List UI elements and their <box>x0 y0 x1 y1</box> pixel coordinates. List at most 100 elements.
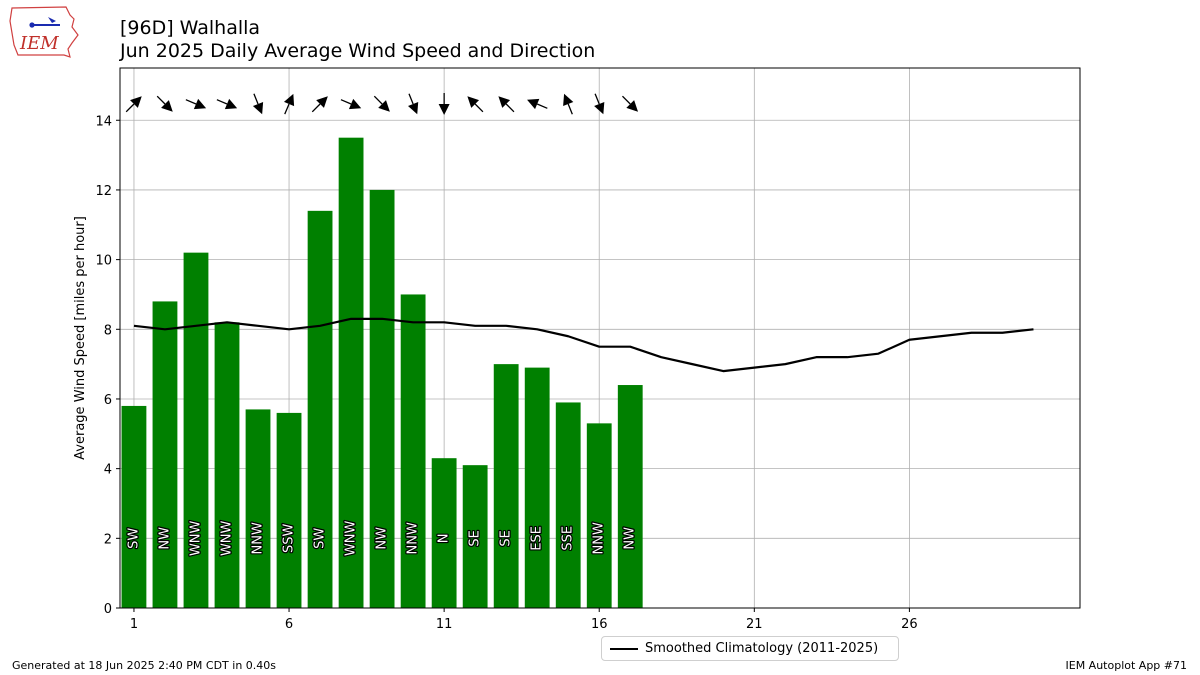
wind-direction-arrow <box>283 93 295 115</box>
wind-speed-bar <box>276 412 302 608</box>
chart-title-station: [96D] Walhalla <box>120 17 261 39</box>
arrow-shaft <box>505 103 515 113</box>
arrow-head <box>378 100 390 112</box>
wind-direction-arrow <box>373 95 390 112</box>
iem-logo: IEM <box>9 6 79 58</box>
direction-label: SW <box>313 528 328 549</box>
generated-footer: Generated at 18 Jun 2025 2:40 PM CDT in … <box>12 659 277 672</box>
wind-speed-bar <box>493 364 519 608</box>
direction-label: WNW <box>220 520 235 556</box>
arrow-head <box>626 100 639 112</box>
direction-label: NW <box>375 527 390 550</box>
wind-speed-bar <box>121 405 147 608</box>
x-tick-label: 11 <box>436 617 453 632</box>
direction-label-layer: SW NW WNW WNW NNW SSW SW WNW NW NNW N SE SE ESE SSE NNW… <box>125 519 639 557</box>
y-tick-label: 4 <box>104 463 112 478</box>
arrow-head <box>498 96 511 108</box>
wind-direction-arrow <box>156 95 173 112</box>
direction-label: NNW <box>406 522 421 554</box>
legend-label: Smoothed Climatology (2011-2025) <box>645 641 879 656</box>
arrow-head <box>252 101 264 115</box>
wind-speed-bar <box>152 301 178 608</box>
arrow-head <box>283 93 295 107</box>
arrow-shaft <box>253 93 259 105</box>
direction-label: NW <box>623 527 638 550</box>
wind-speed-bar <box>214 322 240 608</box>
wind-speed-bar <box>586 423 612 608</box>
x-tick-label: 1 <box>130 617 138 632</box>
plot-frame <box>119 67 1081 609</box>
arrow-shaft <box>622 95 631 105</box>
direction-label: SE <box>468 530 483 546</box>
arrow-head <box>408 101 419 115</box>
arrow-shaft <box>284 103 290 115</box>
climatology-line-layer <box>133 317 1034 373</box>
direction-label: ESE <box>530 526 545 551</box>
wind-speed-bar <box>555 402 581 608</box>
arrow-head <box>438 104 450 115</box>
wind-direction-arrow <box>498 96 515 113</box>
y-tick-label: 14 <box>95 114 112 129</box>
chart-title: [96D] Walhalla Jun 2025 Daily Average Wi… <box>120 17 595 63</box>
y-tick-label: 12 <box>95 184 112 199</box>
y-tick-label: 10 <box>95 254 112 269</box>
y-tick-label: 0 <box>104 602 112 617</box>
arrow-shaft <box>408 93 414 105</box>
svg-text:IEM: IEM <box>19 33 59 54</box>
arrow-shaft <box>536 103 548 109</box>
arrow-head <box>161 100 173 112</box>
wind-direction-arrow <box>527 98 548 110</box>
arrow-head <box>130 96 142 108</box>
x-tick-label: 21 <box>746 617 763 632</box>
direction-label: SSE <box>561 526 576 551</box>
y-axis-label: Average Wind Speed [miles per hour] <box>73 216 88 460</box>
wind-speed-bar <box>307 210 333 608</box>
chart-title-description: Jun 2025 Daily Average Wind Speed and Di… <box>120 40 596 62</box>
arrow-head <box>563 93 574 107</box>
wind-direction-arrow <box>563 93 574 115</box>
direction-label: NNW <box>592 522 607 554</box>
direction-arrow-layer <box>125 93 639 115</box>
wind-direction-arrow <box>408 93 419 115</box>
arrow-shaft <box>340 99 352 105</box>
arrow-head <box>594 101 605 115</box>
arrow-shaft <box>156 95 166 105</box>
y-tick-label: 6 <box>104 393 112 408</box>
bar-layer <box>121 137 643 609</box>
arrow-shaft <box>185 99 197 105</box>
x-tick-label: 6 <box>285 617 293 632</box>
wind-direction-arrow <box>125 96 142 113</box>
wind-direction-arrow <box>594 93 605 115</box>
climatology-line <box>133 317 1034 373</box>
wind-speed-bar <box>338 137 364 608</box>
direction-label: NW <box>157 527 172 550</box>
y-tick-label: 2 <box>104 532 112 547</box>
arrow-shaft <box>125 103 135 113</box>
wind-speed-bar <box>369 189 395 608</box>
direction-label: NNW <box>251 522 266 554</box>
arrow-shaft <box>594 93 600 105</box>
wind-direction-arrow <box>438 93 450 115</box>
wind-speed-bar <box>524 367 550 608</box>
app-footer: IEM Autoplot App #71 <box>1065 659 1188 672</box>
direction-label: SE <box>499 530 514 546</box>
wind-speed-bar <box>462 465 488 608</box>
legend-line-swatch <box>610 648 638 650</box>
arrow-shaft <box>474 103 484 113</box>
arrow-head <box>467 96 480 108</box>
y-tick-label: 8 <box>104 323 112 338</box>
direction-label: SW <box>126 528 141 549</box>
wind-speed-bar <box>183 252 209 609</box>
arrow-head <box>193 98 207 110</box>
arrow-shaft <box>311 103 321 113</box>
wind-speed-bar <box>245 409 271 608</box>
arrow-head <box>224 98 238 110</box>
arrow-head <box>348 98 362 110</box>
wind-direction-arrow <box>185 98 207 110</box>
wind-direction-arrow <box>622 95 639 112</box>
chart-legend: Smoothed Climatology (2011-2025) <box>601 636 899 661</box>
arrow-head <box>527 98 540 110</box>
direction-label: WNW <box>188 520 203 556</box>
